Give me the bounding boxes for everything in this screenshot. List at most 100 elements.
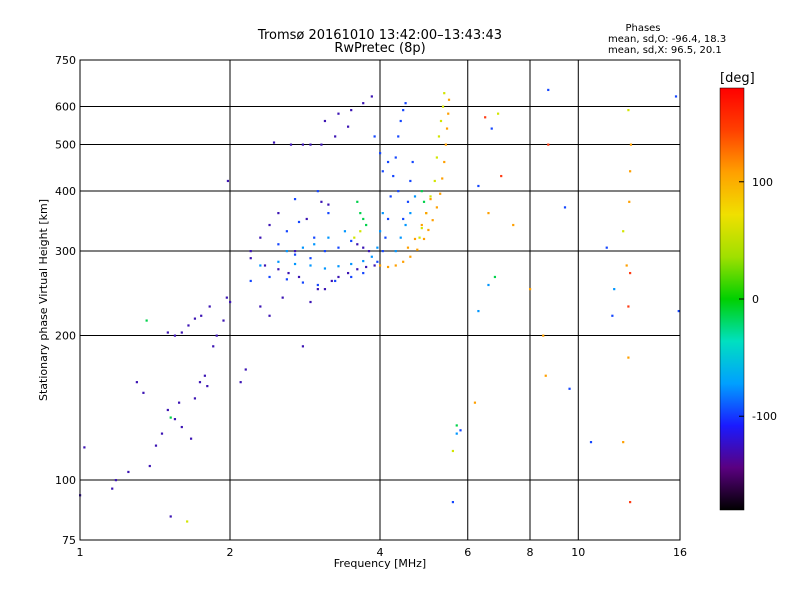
data-point: [611, 314, 614, 317]
phase-stats-o-mode: mean, sd,O: -96.4, 18.3: [608, 34, 726, 45]
data-point: [189, 437, 193, 440]
data-point: [547, 143, 550, 146]
plot-grid: [80, 60, 680, 540]
data-point: [293, 262, 297, 266]
data-point: [629, 271, 632, 275]
data-point: [343, 230, 347, 233]
data-point: [627, 305, 630, 308]
data-point: [625, 264, 628, 267]
colorbar-tick-label: -100: [752, 410, 777, 423]
data-point: [484, 116, 487, 119]
data-point: [418, 236, 421, 239]
data-point: [568, 387, 571, 390]
data-point: [193, 317, 197, 320]
data-point: [389, 195, 392, 198]
data-point: [212, 345, 215, 348]
data-point: [413, 195, 417, 198]
data-point: [629, 170, 632, 173]
data-point: [490, 127, 493, 130]
data-point: [433, 179, 436, 183]
data-point: [346, 271, 350, 275]
data-point: [386, 160, 390, 164]
x-tick-label: 2: [227, 546, 234, 559]
data-point: [473, 401, 477, 404]
data-point: [301, 143, 305, 146]
data-point: [301, 246, 305, 249]
data-point: [259, 236, 262, 239]
chart-title-line2: RwPretec (8p): [334, 41, 425, 56]
colorbar-tick-label: 0: [752, 293, 759, 306]
data-point: [487, 212, 490, 215]
data-point: [301, 281, 305, 284]
data-point: [277, 268, 280, 271]
data-point: [160, 432, 164, 435]
data-point: [404, 102, 407, 105]
data-point: [177, 401, 181, 404]
data-point: [455, 432, 458, 435]
data-point: [420, 190, 423, 193]
data-point: [447, 98, 451, 101]
data-point: [435, 206, 438, 209]
y-tick-label: 750: [55, 54, 76, 67]
data-point: [376, 260, 379, 263]
data-point: [529, 288, 532, 291]
data-point: [285, 278, 288, 281]
data-point: [259, 264, 262, 267]
data-point: [323, 288, 327, 291]
data-point: [259, 305, 262, 308]
data-point: [198, 381, 202, 384]
data-point: [277, 243, 280, 246]
y-axis-ticks: 75 100 200 300 400 500 600 750: [55, 54, 76, 547]
data-point: [337, 112, 340, 115]
data-point: [309, 300, 312, 304]
y-tick-label: 100: [55, 474, 76, 487]
data-point: [166, 331, 169, 334]
data-point: [268, 314, 271, 317]
data-point: [327, 203, 330, 206]
data-point: [425, 212, 428, 215]
data-point: [293, 253, 297, 256]
plot-frame: [79, 59, 681, 541]
data-point: [222, 319, 225, 322]
data-point: [379, 152, 382, 155]
data-point: [272, 141, 276, 144]
data-point: [386, 217, 390, 221]
data-point: [362, 271, 365, 275]
data-point: [327, 236, 330, 239]
data-point: [386, 265, 390, 269]
data-point: [334, 279, 337, 283]
data-point: [323, 119, 327, 123]
data-point: [406, 200, 410, 203]
data-point: [145, 319, 148, 322]
data-point: [629, 500, 632, 504]
data-point: [330, 279, 333, 283]
x-tick-label: 16: [673, 546, 687, 559]
data-point: [441, 105, 445, 108]
data-point: [277, 212, 280, 215]
data-point: [365, 223, 368, 227]
data-point: [127, 470, 130, 474]
data-point: [337, 275, 340, 279]
data-point: [394, 156, 397, 159]
data-point: [316, 283, 319, 287]
data-point: [379, 230, 382, 233]
data-point: [394, 250, 397, 253]
data-point: [206, 384, 209, 388]
data-point: [111, 487, 114, 490]
data-point: [373, 135, 376, 138]
y-tick-label: 300: [55, 245, 76, 258]
data-point: [293, 250, 297, 253]
data-point: [362, 102, 365, 105]
data-point: [287, 271, 290, 275]
data-point: [362, 246, 365, 249]
data-point: [249, 250, 252, 253]
data-point: [268, 275, 271, 279]
data-point: [359, 230, 362, 233]
data-point: [628, 200, 631, 203]
data-point: [373, 264, 376, 267]
data-point: [365, 265, 368, 269]
data-point: [493, 275, 497, 279]
data-point: [83, 446, 86, 449]
data-point: [402, 109, 405, 112]
data-point: [429, 198, 432, 201]
